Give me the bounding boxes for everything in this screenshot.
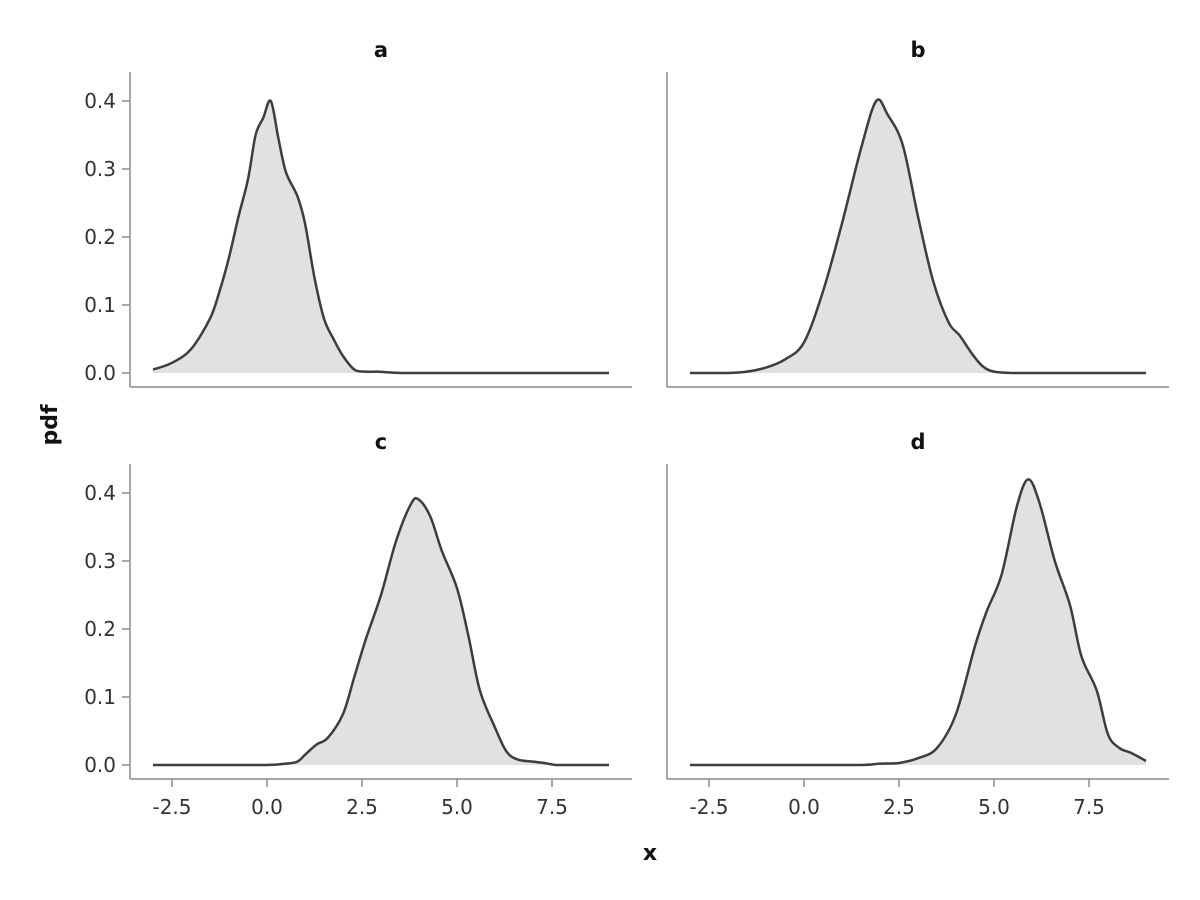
y-tick-label: 0.4 xyxy=(84,89,116,113)
y-tick-label: 0.0 xyxy=(84,753,116,777)
panel-title: d xyxy=(910,430,925,454)
panel-title: a xyxy=(374,38,388,62)
x-tick-label: -2.5 xyxy=(689,795,728,819)
panel-b: b xyxy=(666,38,1169,388)
x-tick-label: 5.0 xyxy=(441,795,473,819)
x-tick-label: 5.0 xyxy=(978,795,1010,819)
panel-d: -2.5 0.0 2.5 5.0 7.5 d xyxy=(666,430,1169,819)
density-area xyxy=(153,100,609,373)
y-tick-label: 0.1 xyxy=(84,293,116,317)
panel-c: 0.0 0.1 0.2 0.3 0.4 -2.5 0.0 2.5 5.0 7.5 c xyxy=(84,430,632,819)
density-line xyxy=(152,99,609,375)
x-axis-title: x xyxy=(643,841,657,866)
density-line xyxy=(689,478,1147,767)
density-line xyxy=(152,496,609,767)
x-tick-label: 7.5 xyxy=(1073,795,1105,819)
panel-title: b xyxy=(910,38,925,62)
density-area xyxy=(690,99,1146,374)
x-tick-label: -2.5 xyxy=(152,795,191,819)
panel-title: c xyxy=(375,430,387,454)
x-tick-label: 0.0 xyxy=(788,795,820,819)
y-tick-label: 0.1 xyxy=(84,685,116,709)
y-tick-label: 0.2 xyxy=(84,225,116,249)
panel-a: 0.0 0.1 0.2 0.3 0.4 a xyxy=(84,38,632,388)
x-tick-label: 0.0 xyxy=(251,795,283,819)
y-tick-label: 0.3 xyxy=(84,549,116,573)
panels: 0.0 0.1 0.2 0.3 0.4 a b 0.0 0.1 0.2 0.3 0.4 -2.5 0.0 2… xyxy=(84,38,1169,819)
y-tick-label: 0.0 xyxy=(84,361,116,385)
y-tick-label: 0.4 xyxy=(84,481,116,505)
density-line xyxy=(690,98,1146,375)
x-tick-label: 7.5 xyxy=(536,795,568,819)
density-area xyxy=(153,498,609,765)
x-tick-label: 2.5 xyxy=(883,795,915,819)
y-axis-title: pdf xyxy=(38,404,63,445)
density-area xyxy=(690,479,1146,765)
y-tick-label: 0.2 xyxy=(84,617,116,641)
x-tick-label: 2.5 xyxy=(346,795,378,819)
y-tick-label: 0.3 xyxy=(84,157,116,181)
